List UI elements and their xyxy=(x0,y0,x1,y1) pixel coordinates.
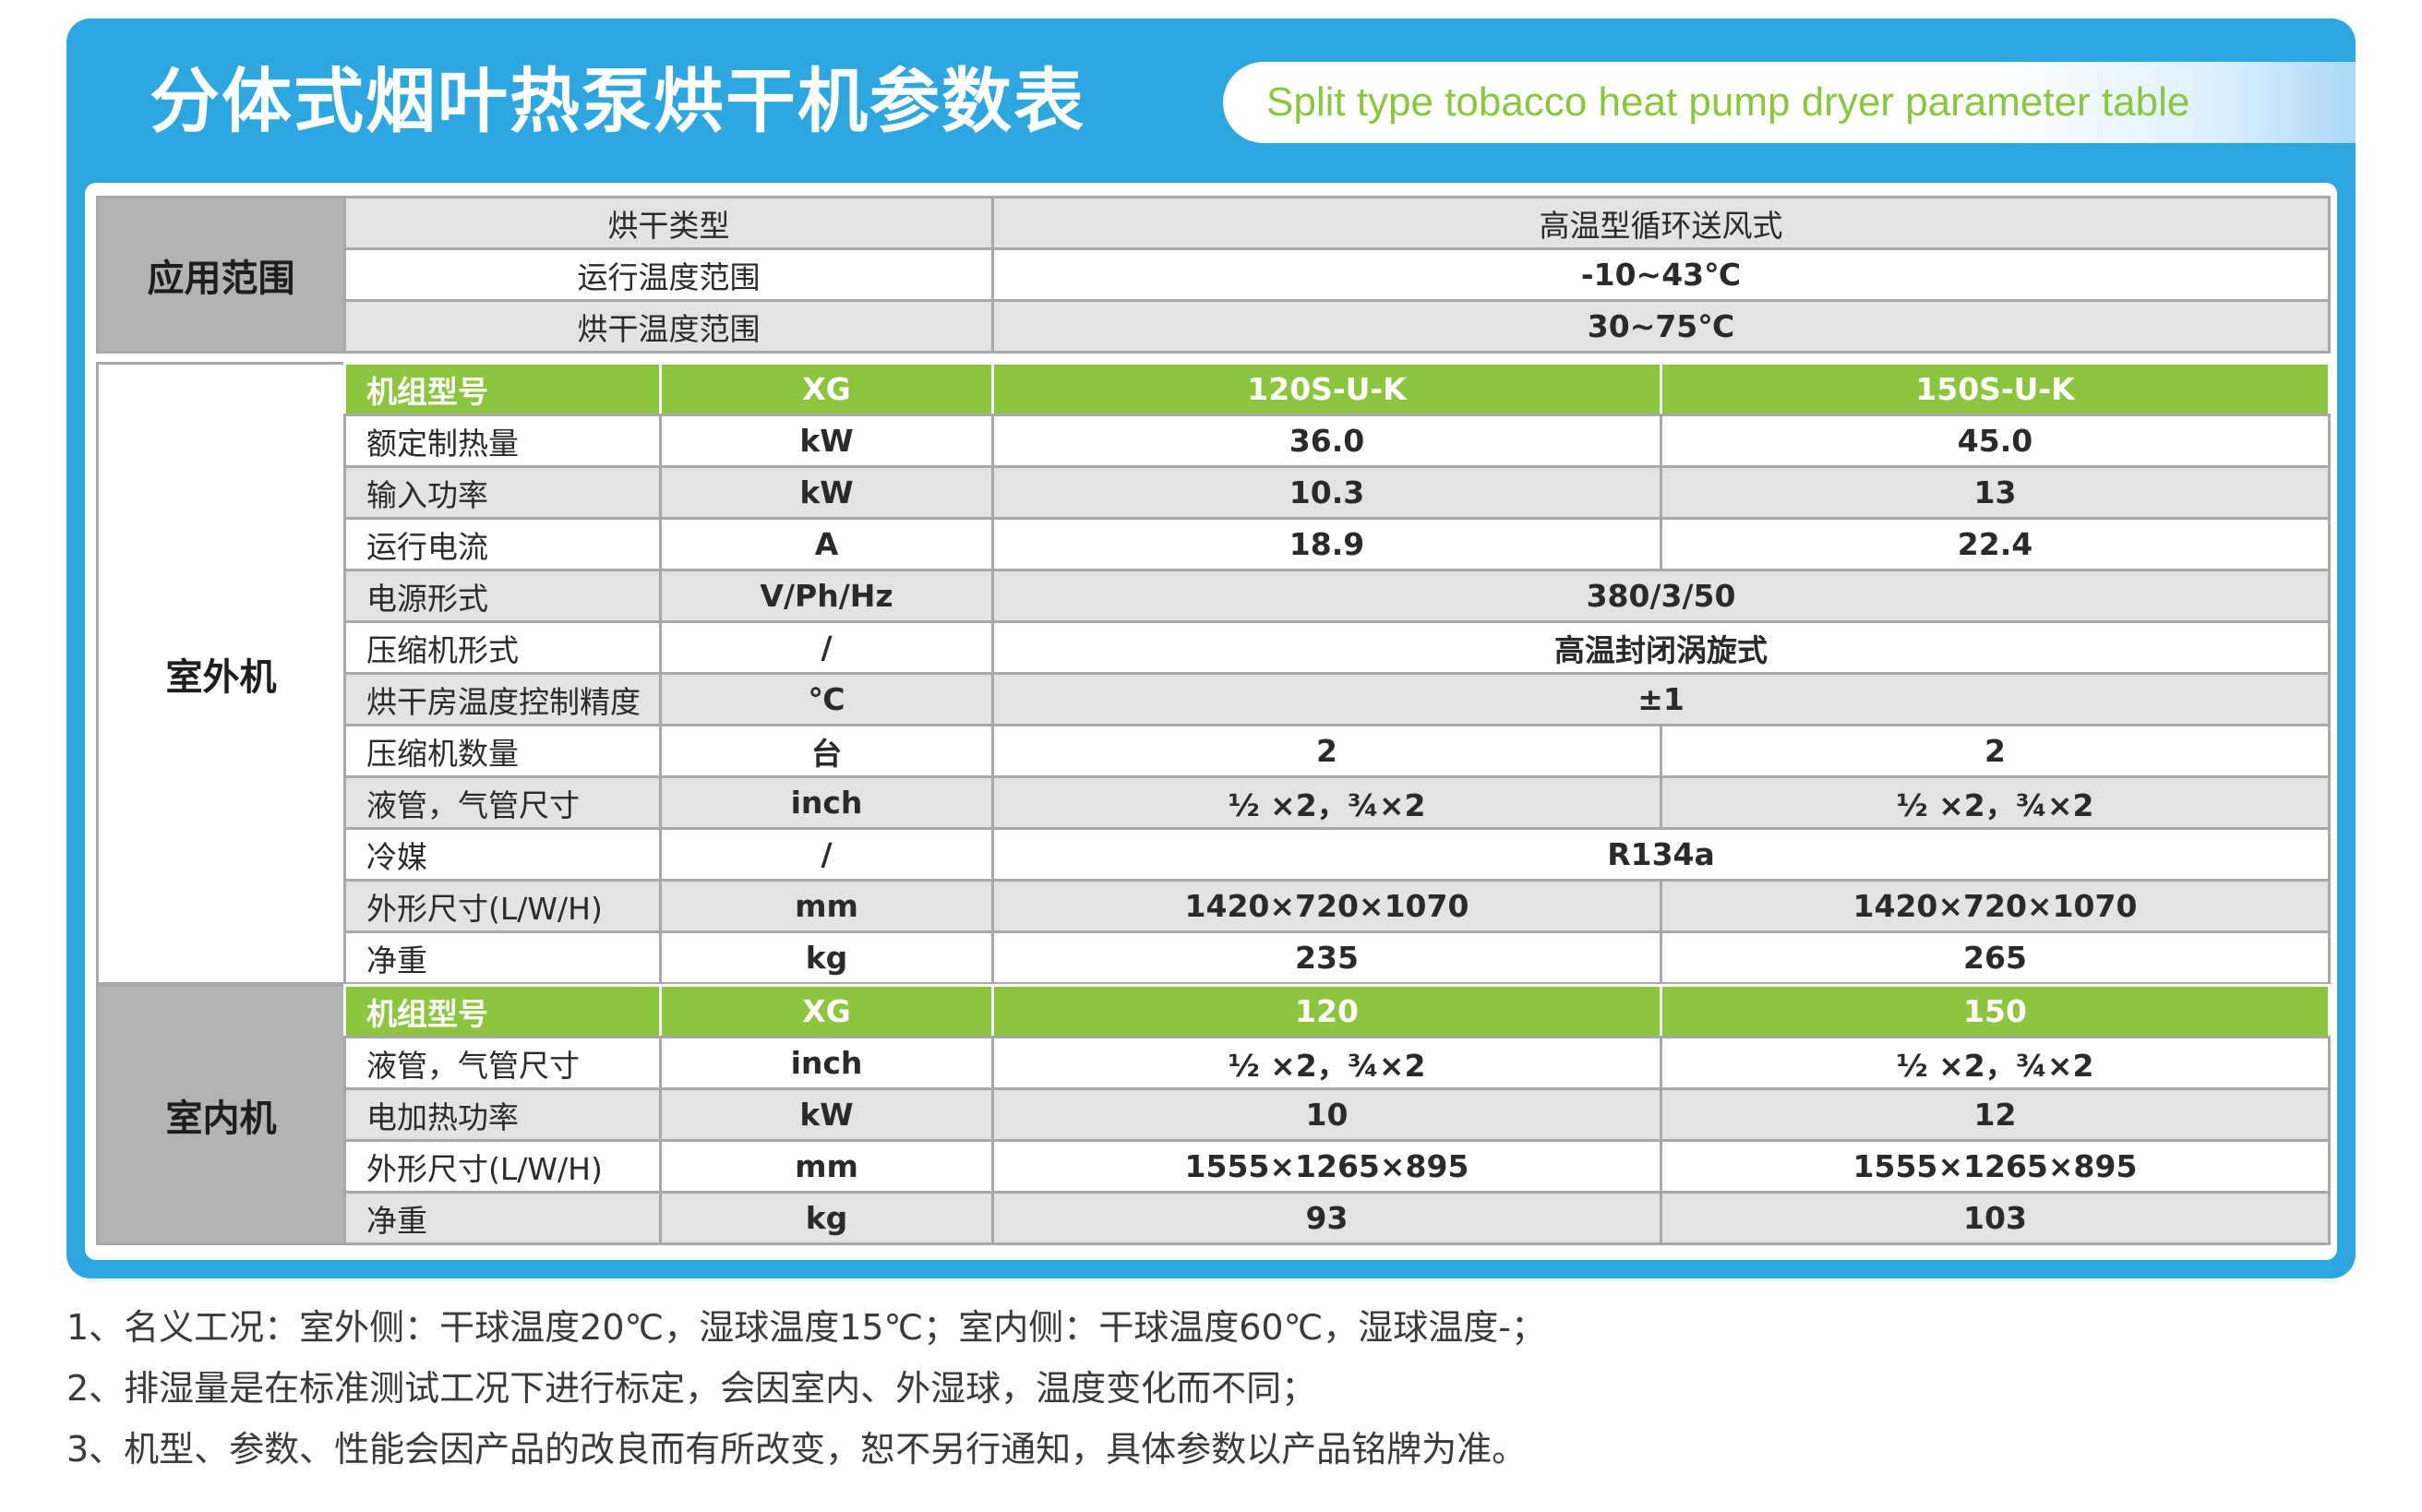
spec-value: 高温封闭涡旋式 xyxy=(991,620,2331,675)
spec-value: 10.3 xyxy=(991,465,1662,520)
spec-value: 265 xyxy=(1660,930,2331,985)
spec-label: 额定制热量 xyxy=(343,414,662,468)
spec-value: 93 xyxy=(991,1191,1662,1245)
spec-label: 电加热功率 xyxy=(343,1087,662,1142)
spec-value: 380/3/50 xyxy=(991,569,2331,623)
spec-unit: kg xyxy=(659,1191,994,1245)
spec-label: 净重 xyxy=(343,930,662,985)
note-item: 2、排湿量是在标准测试工况下进行标定，会因室内、外湿球，温度变化而不同； xyxy=(66,1368,1317,1409)
model-header-label: 机组型号 xyxy=(343,362,662,416)
spec-label: 外形尺寸(L/W/H) xyxy=(343,1139,662,1194)
spec-label: 烘干温度范围 xyxy=(343,299,994,354)
spec-label: 外形尺寸(L/W/H) xyxy=(343,879,662,933)
spec-value: R134a xyxy=(991,827,2331,882)
spec-unit: kW xyxy=(659,465,994,520)
spec-unit: A xyxy=(659,517,994,571)
spec-value: 12 xyxy=(1660,1087,2331,1142)
spec-unit: mm xyxy=(659,879,994,933)
spec-label: 净重 xyxy=(343,1191,662,1245)
note-item: 3、机型、参数、性能会因产品的改良而有所改变，恕不另行通知，具体参数以产品铭牌为… xyxy=(66,1429,1528,1470)
model-header-series: XG xyxy=(659,362,994,416)
spec-value: 45.0 xyxy=(1660,414,2331,468)
spec-label: 液管，气管尺寸 xyxy=(343,1036,662,1090)
model-name: 120 xyxy=(991,984,1662,1038)
spec-value: 10 xyxy=(991,1087,1662,1142)
model-name: 120S-U-K xyxy=(991,362,1662,416)
spec-value: 18.9 xyxy=(991,517,1662,571)
spec-value: ½ ×2，¾×2 xyxy=(991,1036,1662,1090)
spec-value: 1420×720×1070 xyxy=(991,879,1662,933)
spec-unit: inch xyxy=(659,1036,994,1090)
notes: 1、名义工况：室外侧：干球温度20℃，湿球温度15℃；室内侧：干球温度60℃，湿… xyxy=(66,1297,1546,1480)
spec-label: 烘干房温度控制精度 xyxy=(343,672,662,726)
model-name: 150S-U-K xyxy=(1660,362,2331,416)
spec-value: 1555×1265×895 xyxy=(1660,1139,2331,1194)
spec-label: 烘干类型 xyxy=(343,196,994,250)
spec-label: 压缩机数量 xyxy=(343,724,662,778)
spec-value: 高温型循环送风式 xyxy=(991,196,2331,250)
spec-value: 36.0 xyxy=(991,414,1662,468)
note-item: 1、名义工况：室外侧：干球温度20℃，湿球温度15℃；室内侧：干球温度60℃，湿… xyxy=(66,1307,1546,1348)
spec-value: 235 xyxy=(991,930,1662,985)
spec-unit: 台 xyxy=(659,724,994,778)
spec-unit: kW xyxy=(659,1087,994,1142)
spec-value: -10~43℃ xyxy=(991,247,2331,302)
spec-label: 冷媒 xyxy=(343,827,662,882)
spec-label: 液管，气管尺寸 xyxy=(343,775,662,830)
spec-value: 103 xyxy=(1660,1191,2331,1245)
spec-label: 压缩机形式 xyxy=(343,620,662,675)
page-title: 分体式烟叶热泵烘干机参数表 xyxy=(150,60,1085,142)
model-header-series: XG xyxy=(659,984,994,1038)
spec-unit: / xyxy=(659,827,994,882)
spec-value: 22.4 xyxy=(1660,517,2331,571)
spec-value: ½ ×2，¾×2 xyxy=(1660,775,2331,830)
spec-value: 1420×720×1070 xyxy=(1660,879,2331,933)
page-subtitle: Split type tobacco heat pump dryer param… xyxy=(1266,79,2190,125)
spec-label: 电源形式 xyxy=(343,569,662,623)
spec-value: 30~75℃ xyxy=(991,299,2331,354)
spec-unit: mm xyxy=(659,1139,994,1194)
section-label-indoor: 室内机 xyxy=(96,984,346,1245)
spec-unit: V/Ph/Hz xyxy=(659,569,994,623)
spec-label: 运行电流 xyxy=(343,517,662,571)
spec-value: 1555×1265×895 xyxy=(991,1139,1662,1194)
section-label-outdoor: 室外机 xyxy=(96,362,346,985)
spec-value: 2 xyxy=(991,724,1662,778)
spec-value: 2 xyxy=(1660,724,2331,778)
spec-value: ½ ×2，¾×2 xyxy=(991,775,1662,830)
spec-value: ±1 xyxy=(991,672,2331,726)
spec-unit: inch xyxy=(659,775,994,830)
spec-unit: / xyxy=(659,620,994,675)
spec-value: ½ ×2，¾×2 xyxy=(1660,1036,2331,1090)
spec-label: 输入功率 xyxy=(343,465,662,520)
subtitle-pill xyxy=(1223,62,2356,143)
spec-value: 13 xyxy=(1660,465,2331,520)
model-header-label: 机组型号 xyxy=(343,984,662,1038)
model-name: 150 xyxy=(1660,984,2331,1038)
spec-unit: ℃ xyxy=(659,672,994,726)
spec-unit: kg xyxy=(659,930,994,985)
section-label-application: 应用范围 xyxy=(96,196,346,354)
spec-unit: kW xyxy=(659,414,994,468)
spec-label: 运行温度范围 xyxy=(343,247,994,302)
